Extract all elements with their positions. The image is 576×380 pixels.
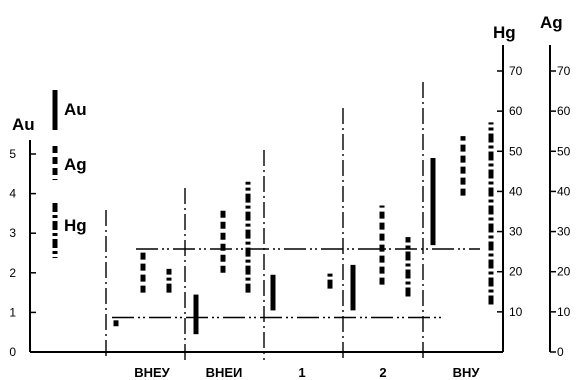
legend-label-au: Au [64,100,87,119]
hg-tick-label: 40 [509,184,523,198]
ag-tick-label: 70 [557,64,571,78]
group-labels: ВНЕУ ВНЕИ 1 2 ВНУ [134,365,480,380]
hg-axis-title: Hg [493,23,516,42]
ag-tick-label: 50 [557,144,571,158]
group-label: ВНЕУ [134,365,170,380]
legend-label-hg: Hg [64,216,87,235]
hg-tick-label: 60 [509,104,523,118]
au-axis-title: Au [12,115,35,134]
ag-tick-label: 30 [557,225,571,239]
ag-tick-label: 0 [557,345,564,359]
reference-lines [112,248,480,319]
ag-axis-title: Ag [540,13,563,32]
range-bars [113,122,494,335]
au-tick-label: 4 [9,187,16,201]
au-tick-label: 3 [9,226,16,240]
hg-tick-label: 20 [509,265,523,279]
ag-tick-label: 10 [557,305,571,319]
group-label: 1 [298,365,305,380]
hg-axis-ticks: 10 20 30 40 50 60 70 [497,64,523,319]
ag-axis-ticks: 0 10 20 30 40 50 60 70 [550,64,571,359]
legend-label-ag: Ag [64,155,87,174]
hg-tick-label: 30 [509,225,523,239]
au-axis-ticks: 0 1 2 3 4 5 [9,147,36,359]
au-tick-label: 1 [9,305,16,319]
hg-tick-label: 70 [509,64,523,78]
ag-tick-label: 60 [557,104,571,118]
hg-tick-label: 10 [509,305,523,319]
ag-tick-label: 20 [557,265,571,279]
group-label: ВНУ [453,365,481,380]
au-tick-label: 2 [9,266,16,280]
hg-tick-label: 50 [509,144,523,158]
group-separators [105,82,424,360]
group-label: 2 [379,365,386,380]
au-tick-label: 5 [9,147,16,161]
au-tick-label: 0 [9,345,16,359]
chart-frame [29,45,551,353]
group-label: ВНЕИ [206,365,243,380]
ag-tick-label: 40 [557,184,571,198]
legend: Au Ag Hg [52,90,87,258]
